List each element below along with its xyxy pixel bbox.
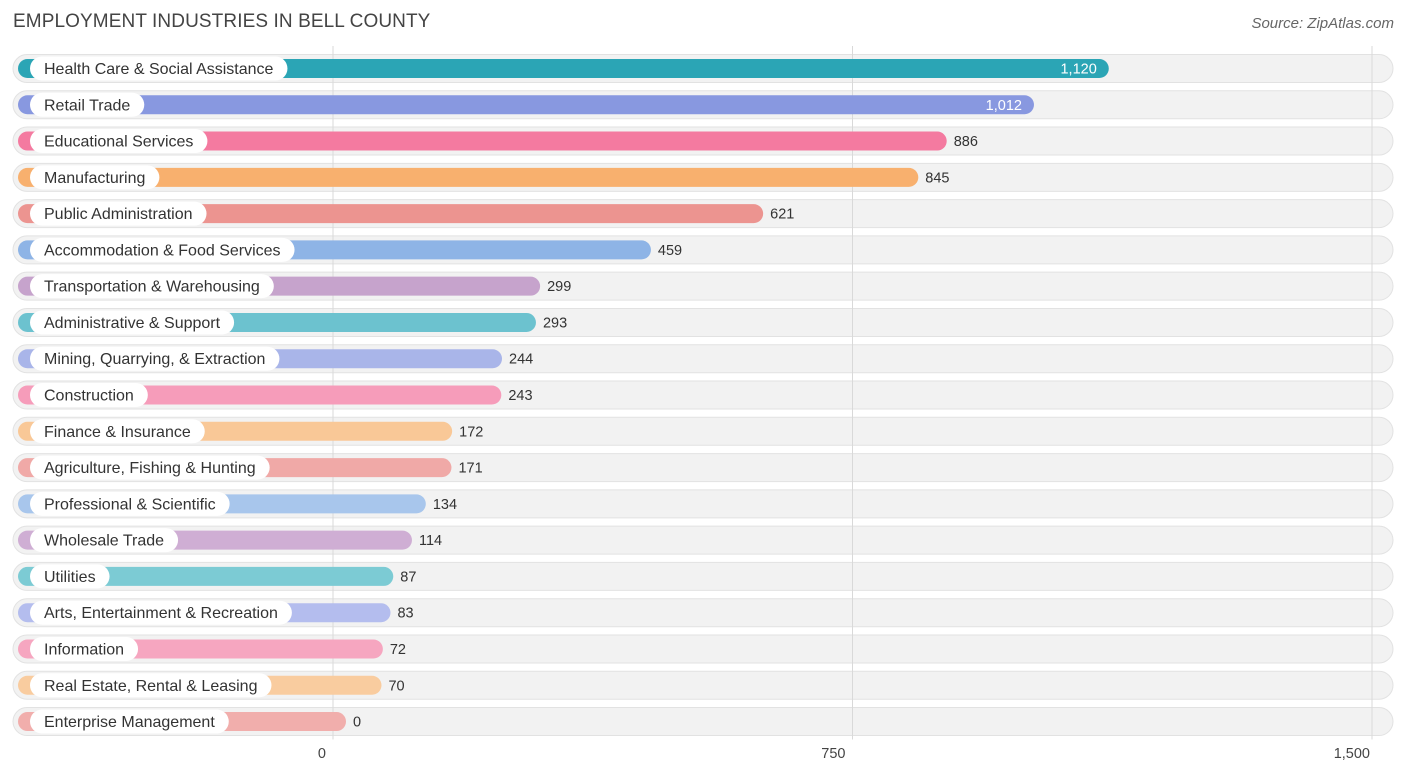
category-label: Educational Services: [44, 134, 193, 151]
value-label: 87: [400, 569, 416, 585]
category-label: Transportation & Warehousing: [44, 279, 260, 296]
category-pill: [30, 455, 270, 480]
category-pill: [30, 491, 230, 516]
bar: [18, 167, 919, 187]
category-label: Mining, Quarrying, & Extraction: [44, 351, 265, 368]
chart-source: Source: ZipAtlas.com: [1251, 15, 1394, 32]
bar: [18, 59, 1109, 78]
category-label: Utilities: [44, 569, 96, 586]
category-pill: [30, 673, 272, 698]
value-label: 1,120: [1060, 62, 1096, 78]
category-pill: [30, 528, 179, 553]
value-label: 293: [543, 315, 567, 331]
category-label: Retail Trade: [44, 97, 130, 114]
value-label: 459: [658, 243, 682, 259]
category-pill: [30, 709, 229, 734]
chart-title: EMPLOYMENT INDUSTRIES IN BELL COUNTY: [13, 11, 431, 32]
category-label: Enterprise Management: [44, 714, 215, 731]
value-label: 83: [397, 606, 413, 622]
category-label: Professional & Scientific: [44, 496, 216, 513]
value-label: 243: [508, 388, 532, 404]
value-label: 172: [459, 424, 483, 440]
category-label: Public Administration: [44, 206, 193, 223]
category-pill: [30, 237, 295, 262]
category-pill: [30, 346, 280, 371]
category-label: Information: [44, 641, 124, 658]
value-label: 72: [390, 642, 406, 658]
category-pill: [30, 92, 145, 117]
bar: [18, 566, 394, 586]
axis-tick-label: 1,500: [1334, 746, 1370, 762]
value-label: 70: [388, 678, 404, 694]
category-label: Accommodation & Food Services: [44, 242, 281, 259]
category-label: Health Care & Social Assistance: [44, 61, 274, 78]
value-label: 1,012: [986, 98, 1022, 114]
axis-tick-label: 750: [821, 746, 845, 762]
category-pill: [30, 310, 235, 335]
category-pill: [30, 56, 288, 81]
category-label: Agriculture, Fishing & Hunting: [44, 460, 256, 477]
value-label: 134: [433, 497, 457, 513]
category-label: Construction: [44, 388, 134, 405]
category-pill: [30, 564, 110, 589]
value-label: 114: [419, 533, 442, 549]
category-label: Wholesale Trade: [44, 533, 164, 550]
bar-track: [12, 707, 1394, 737]
value-label: 621: [770, 207, 794, 223]
value-label: 845: [925, 170, 949, 186]
category-pill: [30, 600, 292, 625]
bar: [18, 131, 947, 151]
value-label: 244: [509, 352, 533, 368]
value-label: 171: [458, 461, 482, 477]
value-label: 299: [547, 279, 571, 295]
value-label: 0: [353, 715, 361, 731]
category-pill: [30, 201, 207, 226]
axis-tick-label: 0: [318, 746, 326, 762]
category-pill: [30, 383, 148, 408]
category-label: Arts, Entertainment & Recreation: [44, 605, 278, 622]
category-label: Administrative & Support: [44, 315, 221, 332]
value-label: 886: [954, 134, 978, 150]
bar: [18, 95, 1034, 115]
category-pill: [30, 165, 160, 190]
category-pill: [30, 636, 139, 661]
category-pill: [30, 274, 274, 299]
category-label: Finance & Insurance: [44, 424, 191, 441]
category-label: Manufacturing: [44, 170, 145, 187]
category-pill: [30, 419, 205, 444]
category-pill: [30, 129, 208, 154]
category-label: Real Estate, Rental & Leasing: [44, 678, 257, 695]
